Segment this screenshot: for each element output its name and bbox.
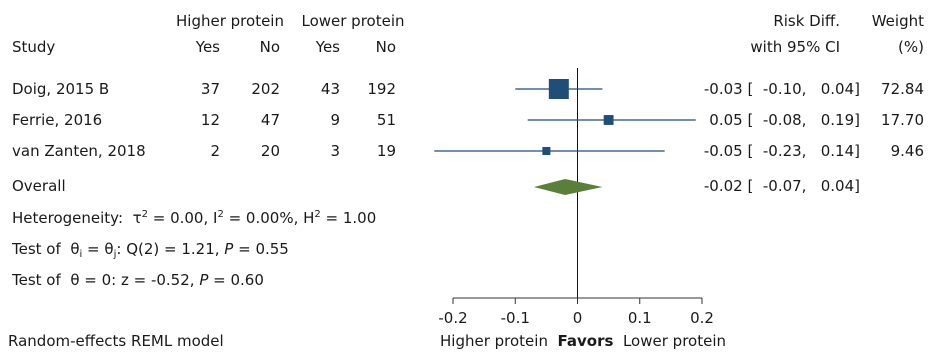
heterogeneity-stats: Heterogeneity: τ2 = 0.00, I2 = 0.00%, H2… xyxy=(12,209,377,227)
hp-yes-cell: 37 xyxy=(200,80,220,98)
group1-header: Higher protein xyxy=(176,12,284,30)
hp-no-cell: 47 xyxy=(260,111,280,129)
x-tick-label: -0.2 xyxy=(438,309,467,327)
x-tick-label: -0.1 xyxy=(501,309,530,327)
weight-cell: 72.84 xyxy=(881,80,924,98)
lp-yes-cell: 43 xyxy=(320,80,340,98)
weight-cell: 9.46 xyxy=(890,142,924,160)
hp-no-cell: 202 xyxy=(251,80,280,98)
hp-yes-cell: 12 xyxy=(200,111,220,129)
hp-yes-header: Yes xyxy=(195,38,220,56)
hp-no-header: No xyxy=(259,38,280,56)
overall-label: Overall xyxy=(12,177,66,195)
x-tick-label: 0.2 xyxy=(690,309,714,327)
ci-text: 0.05 [ -0.08, 0.19] xyxy=(709,111,860,129)
ci-header: with 95% CI xyxy=(750,38,840,56)
lp-no-cell: 192 xyxy=(367,80,396,98)
study-name: Ferrie, 2016 xyxy=(12,111,103,129)
study-name: Doig, 2015 B xyxy=(12,80,110,98)
lp-no-header: No xyxy=(375,38,396,56)
x-tick-label: 0.1 xyxy=(628,309,652,327)
hp-no-cell: 20 xyxy=(260,142,280,160)
weight-cell: 17.70 xyxy=(881,111,924,129)
favors-label: Higher protein Favors Lower protein xyxy=(440,332,726,350)
lp-no-cell: 51 xyxy=(376,111,396,129)
lp-no-cell: 19 xyxy=(376,142,396,160)
overall-ci-text: -0.02 [ -0.07, 0.04] xyxy=(703,177,860,195)
overall-diamond xyxy=(533,179,603,195)
ci-text: -0.03 [ -0.10, 0.04] xyxy=(703,80,860,98)
hp-yes-cell: 2 xyxy=(210,142,220,160)
weight-unit-header: (%) xyxy=(898,38,924,56)
study-marker xyxy=(603,115,614,125)
lp-yes-cell: 9 xyxy=(330,111,340,129)
ci-text: -0.05 [ -0.23, 0.14] xyxy=(703,142,860,160)
lp-yes-header: Yes xyxy=(315,38,340,56)
group2-header: Lower protein xyxy=(301,12,405,30)
test-theta-zero: Test of θ = 0: z = -0.52, P = 0.60 xyxy=(12,271,264,289)
x-tick-label: 0 xyxy=(573,309,583,327)
study-header: Study xyxy=(12,38,56,56)
riskdiff-header: Risk Diff. xyxy=(773,12,840,30)
model-label: Random-effects REML model xyxy=(8,332,224,350)
study-marker xyxy=(542,147,551,155)
study-marker xyxy=(548,79,569,99)
study-name: van Zanten, 2018 xyxy=(12,142,146,160)
test-theta-equal: Test of θi = θj: Q(2) = 1.21, P = 0.55 xyxy=(12,240,289,260)
weight-header: Weight xyxy=(871,12,924,30)
lp-yes-cell: 3 xyxy=(330,142,340,160)
